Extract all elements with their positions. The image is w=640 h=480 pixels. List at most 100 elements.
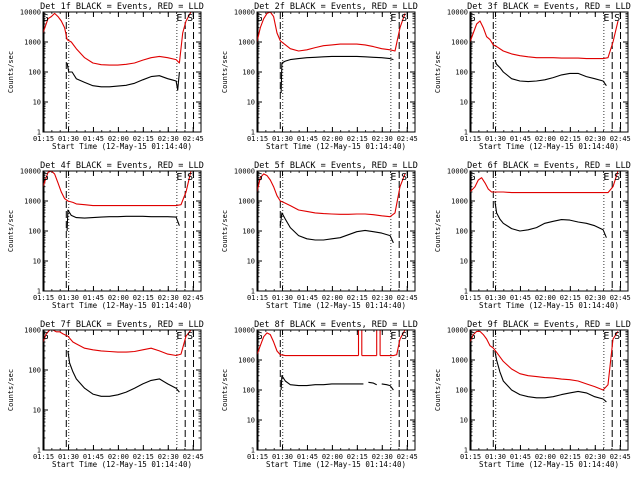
det-plot-3: Det 3f BLACK = Events, RED = LLD Counts/s…	[434, 2, 631, 151]
x-tick-label: 01:15	[247, 294, 268, 302]
x-tick-label: 02:30	[585, 453, 606, 461]
y-tick-label: 10000	[447, 327, 468, 335]
y-axis-label: Counts/sec	[434, 51, 442, 93]
x-tick-label: 02:45	[610, 135, 631, 143]
y-tick-label: 10	[460, 258, 468, 266]
plot-title: Det 2f BLACK = Events, RED = LLD	[254, 2, 418, 12]
x-axis-label: Start Time (12-May-15 01:14:40)	[479, 460, 619, 469]
marker-label: E	[390, 331, 396, 342]
marker-label: E	[176, 13, 182, 24]
plot-frame	[469, 170, 629, 292]
y-axis-label: Counts/sec	[7, 210, 15, 252]
x-axis-label: Start Time (12-May-15 01:14:40)	[266, 460, 406, 469]
plot-title: Det 7f BLACK = Events, RED = LLD	[40, 320, 204, 330]
x-tick-label: 01:15	[460, 453, 481, 461]
det-plot-4: Det 4f BLACK = Events, RED = LLD Counts/s…	[7, 161, 204, 310]
det-plot-2: Det 2f BLACK = Events, RED = LLD Counts/s…	[221, 2, 418, 151]
x-tick-label: 01:15	[247, 453, 268, 461]
events-series-line	[67, 350, 180, 397]
marker-label: G	[42, 331, 48, 342]
x-tick-label: 02:30	[158, 294, 179, 302]
x-tick-label: 02:00	[108, 294, 129, 302]
y-axis-label: Counts/sec	[7, 51, 15, 93]
y-tick-label: 100	[242, 387, 255, 395]
events-series-line	[494, 350, 607, 403]
plot-frame	[256, 329, 416, 451]
y-tick-label: 1	[251, 129, 255, 137]
x-tick-label: 01:45	[510, 135, 531, 143]
plot-frame	[42, 329, 202, 451]
x-tick-label: 02:45	[183, 453, 204, 461]
y-tick-label: 100	[455, 228, 468, 236]
x-tick-label: 01:30	[58, 135, 79, 143]
y-tick-label: 100	[28, 367, 41, 375]
y-tick-label: 100	[242, 228, 255, 236]
det-plot-1: Det 1f BLACK = Events, RED = LLD Counts/s…	[7, 2, 204, 151]
x-tick-label: 02:15	[560, 453, 581, 461]
y-tick-label: 1	[37, 447, 41, 455]
marker-label: E	[603, 13, 609, 24]
x-tick-label: 02:00	[535, 294, 556, 302]
y-tick-label: 10000	[234, 168, 255, 176]
x-tick-label: 01:30	[272, 294, 293, 302]
plot-frame	[469, 329, 629, 451]
x-tick-label: 02:30	[372, 135, 393, 143]
events-series-line	[494, 59, 607, 87]
x-tick-label: 02:15	[347, 294, 368, 302]
y-tick-label: 1000	[451, 39, 468, 47]
y-tick-label: 1000	[238, 39, 255, 47]
lld-series-line	[469, 170, 619, 194]
det-plot-8: Det 8f BLACK = Events, RED = LLD Counts/s…	[221, 320, 418, 469]
plot-frame	[469, 11, 629, 133]
det-plot-5: Det 5f BLACK = Events, RED = LLD Counts/s…	[221, 161, 418, 310]
y-tick-label: 1	[37, 129, 41, 137]
events-series-line	[66, 209, 180, 232]
marker-label: G	[256, 172, 262, 183]
x-tick-label: 02:15	[133, 453, 154, 461]
y-tick-label: 10000	[20, 9, 41, 17]
marker-label: G	[469, 331, 475, 342]
x-tick-label: 02:00	[108, 135, 129, 143]
x-tick-label: 02:30	[372, 453, 393, 461]
x-tick-label: 02:00	[535, 135, 556, 143]
det-plot-7: Det 7f BLACK = Events, RED = LLD Counts/s…	[7, 320, 204, 469]
x-tick-label: 01:45	[510, 453, 531, 461]
x-tick-label: 01:45	[83, 453, 104, 461]
x-tick-label: 01:30	[485, 135, 506, 143]
x-tick-label: 02:00	[322, 453, 343, 461]
x-tick-label: 01:45	[297, 294, 318, 302]
y-tick-label: 100	[242, 69, 255, 77]
marker-label: S	[614, 13, 620, 24]
x-tick-label: 02:15	[133, 294, 154, 302]
x-tick-label: 02:00	[535, 453, 556, 461]
x-tick-label: 02:30	[158, 135, 179, 143]
x-axis-label: Start Time (12-May-15 01:14:40)	[479, 301, 619, 310]
x-tick-label: 01:45	[297, 453, 318, 461]
events-series-line	[280, 55, 394, 94]
plot-frame	[256, 11, 416, 133]
x-axis-label: Start Time (12-May-15 01:14:40)	[266, 301, 406, 310]
plot-title: Det 5f BLACK = Events, RED = LLD	[254, 161, 418, 171]
x-tick-label: 01:45	[83, 135, 104, 143]
y-tick-label: 10	[247, 99, 255, 107]
x-tick-label: 01:30	[272, 135, 293, 143]
y-axis-label: Counts/sec	[221, 210, 229, 252]
y-tick-label: 1000	[238, 357, 255, 365]
x-tick-label: 02:15	[560, 135, 581, 143]
det-plot-6: Det 6f BLACK = Events, RED = LLD Counts/s…	[434, 161, 631, 310]
x-tick-label: 02:00	[108, 453, 129, 461]
x-tick-label: 01:30	[485, 453, 506, 461]
y-axis-label: Counts/sec	[434, 369, 442, 411]
plot-title: Det 4f BLACK = Events, RED = LLD	[40, 161, 204, 171]
lld-series-line	[469, 20, 619, 60]
marker-label: E	[603, 172, 609, 183]
y-tick-label: 1000	[24, 198, 41, 206]
x-tick-label: 02:15	[347, 135, 368, 143]
y-tick-label: 10	[33, 407, 41, 415]
x-tick-label: 01:30	[58, 294, 79, 302]
x-tick-label: 02:30	[585, 135, 606, 143]
y-tick-label: 100	[455, 387, 468, 395]
y-tick-label: 10000	[447, 168, 468, 176]
x-tick-label: 02:15	[133, 135, 154, 143]
marker-label: S	[401, 331, 407, 342]
